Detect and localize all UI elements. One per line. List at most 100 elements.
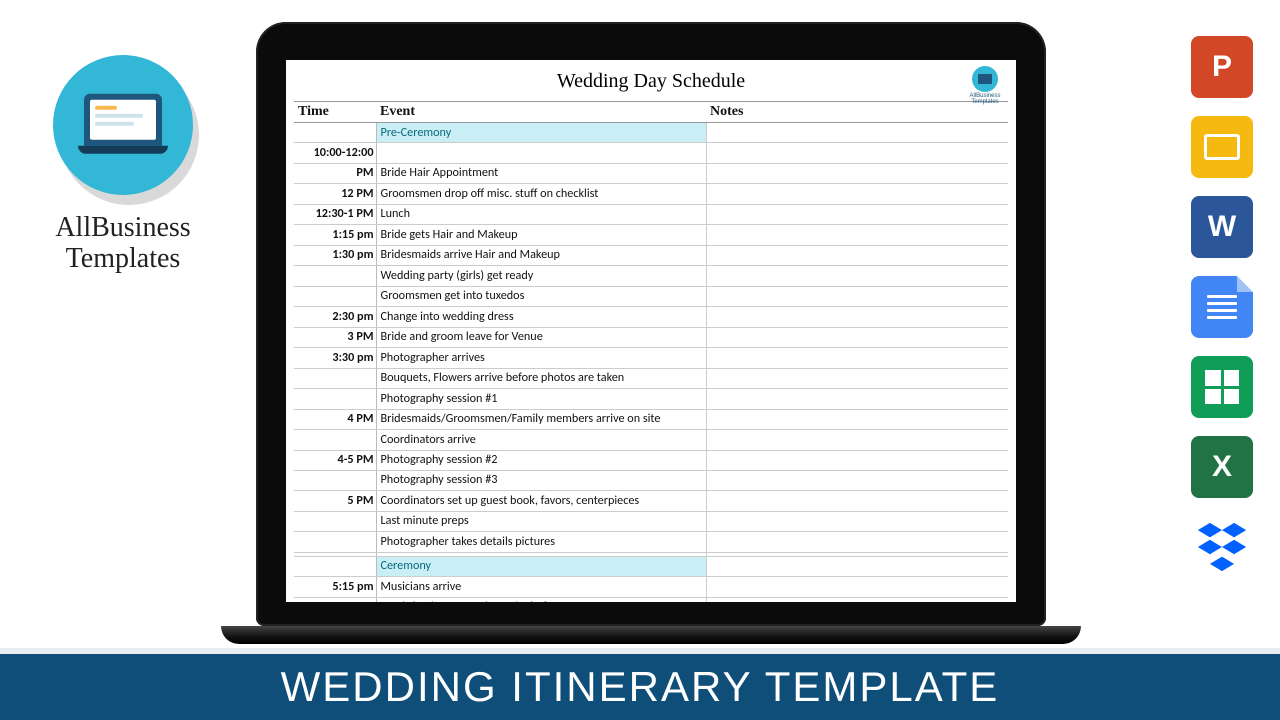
table-row: 5:30 pmMusic begins approx.' 30 min. bef… <box>294 597 1008 602</box>
cell-event: Bouquets, Flowers arrive before photos a… <box>376 368 706 388</box>
cell-event: Lunch <box>376 204 706 224</box>
cell-notes <box>706 348 1008 368</box>
cell-notes <box>706 123 1008 143</box>
document: Wedding Day Schedule AllBusiness Templat… <box>286 60 1016 602</box>
cell-notes <box>706 204 1008 224</box>
cell-notes <box>706 597 1008 602</box>
brand-name: AllBusiness Templates <box>28 213 218 275</box>
cell-time: 2:30 pm <box>294 307 376 327</box>
cell-time: 1:30 pm <box>294 245 376 265</box>
cell-event: Groomsmen drop off misc. stuff on checkl… <box>376 184 706 204</box>
cell-event: Photography session #3 <box>376 470 706 490</box>
word-icon[interactable]: W <box>1191 196 1253 258</box>
table-row: 5 PMCoordinators set up guest book, favo… <box>294 491 1008 511</box>
cell-notes <box>706 430 1008 450</box>
table-row: PMBride Hair Appointment <box>294 163 1008 183</box>
table-row: 4 PMBridesmaids/Groomsmen/Family members… <box>294 409 1008 429</box>
document-watermark: AllBusiness Templates <box>968 66 1002 105</box>
cell-notes <box>706 143 1008 163</box>
cell-notes <box>706 577 1008 597</box>
table-row: 3 PMBride and groom leave for Venue <box>294 327 1008 347</box>
cell-notes <box>706 556 1008 576</box>
app-icons-column: P W X <box>1186 36 1258 578</box>
cell-notes <box>706 266 1008 286</box>
google-slides-icon[interactable] <box>1191 116 1253 178</box>
brand-name-line2: Templates <box>66 243 181 274</box>
cell-time <box>294 470 376 490</box>
cell-event: Photography session #1 <box>376 389 706 409</box>
cell-time: 3 PM <box>294 327 376 347</box>
powerpoint-glyph: P <box>1212 50 1232 84</box>
cell-event: Music begins approx.' 30 min. before cer… <box>376 597 706 602</box>
excel-icon[interactable]: X <box>1191 436 1253 498</box>
col-notes: Notes <box>706 102 1008 123</box>
excel-glyph: X <box>1212 450 1232 484</box>
cell-notes <box>706 491 1008 511</box>
cell-notes <box>706 368 1008 388</box>
cell-time <box>294 389 376 409</box>
cell-notes <box>706 327 1008 347</box>
table-row: Last minute preps <box>294 511 1008 531</box>
table-row: 1:15 pmBride gets Hair and Makeup <box>294 225 1008 245</box>
cell-event: Bridesmaids/Groomsmen/Family members arr… <box>376 409 706 429</box>
cell-time <box>294 532 376 552</box>
cell-time: 5:30 pm <box>294 597 376 602</box>
cell-event: Coordinators arrive <box>376 430 706 450</box>
laptop-mockup: Wedding Day Schedule AllBusiness Templat… <box>256 22 1046 644</box>
dropbox-icon[interactable] <box>1191 516 1253 578</box>
cell-event: Wedding party (girls) get ready <box>376 266 706 286</box>
cell-event: Bride Hair Appointment <box>376 163 706 183</box>
cell-time <box>294 266 376 286</box>
cell-event: Photographer arrives <box>376 348 706 368</box>
laptop-base <box>221 626 1081 644</box>
table-row: Photography session #3 <box>294 470 1008 490</box>
table-row: Ceremony <box>294 556 1008 576</box>
cell-notes <box>706 245 1008 265</box>
table-row: 2:30 pmChange into wedding dress <box>294 307 1008 327</box>
cell-event: Bride gets Hair and Makeup <box>376 225 706 245</box>
document-title: Wedding Day Schedule <box>557 70 745 92</box>
table-row: Pre-Ceremony <box>294 123 1008 143</box>
table-row: Photography session #1 <box>294 389 1008 409</box>
table-row: 4-5 PMPhotography session #2 <box>294 450 1008 470</box>
cell-time <box>294 430 376 450</box>
schedule-table: Time Event Notes Pre-Ceremony10:00-12:00… <box>294 101 1008 602</box>
cell-event: Photography session #2 <box>376 450 706 470</box>
col-time: Time <box>294 102 376 123</box>
banner-title: WEDDING ITINERARY TEMPLATE <box>281 663 1000 711</box>
cell-notes <box>706 450 1008 470</box>
cell-notes <box>706 184 1008 204</box>
cell-event: Change into wedding dress <box>376 307 706 327</box>
cell-time: 4-5 PM <box>294 450 376 470</box>
cell-event: Coordinators set up guest book, favors, … <box>376 491 706 511</box>
google-sheets-icon[interactable] <box>1191 356 1253 418</box>
cell-time: PM <box>294 163 376 183</box>
cell-time <box>294 368 376 388</box>
cell-time: 3:30 pm <box>294 348 376 368</box>
cell-event <box>376 143 706 163</box>
brand-logo: AllBusiness Templates <box>28 55 218 275</box>
section-header: Pre-Ceremony <box>376 123 706 143</box>
cell-time: 12 PM <box>294 184 376 204</box>
table-row: 10:00-12:00 <box>294 143 1008 163</box>
google-docs-icon[interactable] <box>1191 276 1253 338</box>
cell-notes <box>706 307 1008 327</box>
cell-event: Last minute preps <box>376 511 706 531</box>
cell-event: Bride and groom leave for Venue <box>376 327 706 347</box>
cell-notes <box>706 470 1008 490</box>
cell-time <box>294 286 376 306</box>
powerpoint-icon[interactable]: P <box>1191 36 1253 98</box>
table-row: Photographer takes details pictures <box>294 532 1008 552</box>
table-row: 1:30 pmBridesmaids arrive Hair and Makeu… <box>294 245 1008 265</box>
cell-time <box>294 511 376 531</box>
brand-name-line1: AllBusiness <box>55 212 190 243</box>
table-row: 3:30 pmPhotographer arrives <box>294 348 1008 368</box>
table-row: Coordinators arrive <box>294 430 1008 450</box>
table-row: Wedding party (girls) get ready <box>294 266 1008 286</box>
table-row: Bouquets, Flowers arrive before photos a… <box>294 368 1008 388</box>
cell-event: Groomsmen get into tuxedos <box>376 286 706 306</box>
cell-event: Photographer takes details pictures <box>376 532 706 552</box>
cell-time: 4 PM <box>294 409 376 429</box>
table-row: Groomsmen get into tuxedos <box>294 286 1008 306</box>
cell-time: 12:30-1 PM <box>294 204 376 224</box>
